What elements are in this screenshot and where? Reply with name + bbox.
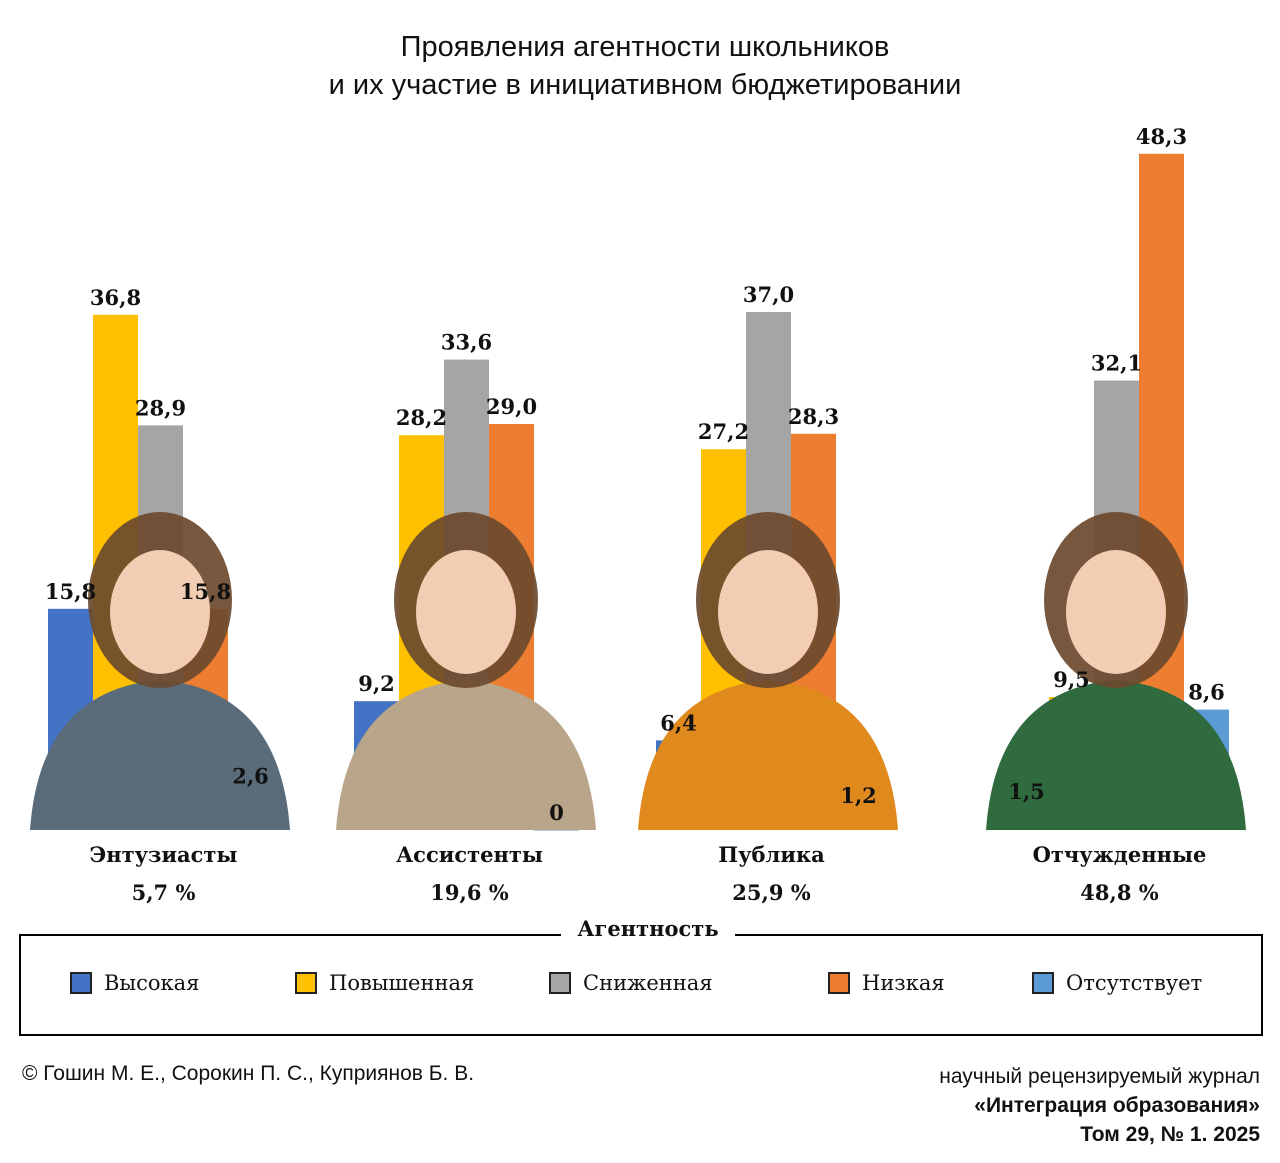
category-share-1: 5,7 %	[132, 880, 196, 905]
chart-title: Проявления агентности школьников и их уч…	[0, 28, 1280, 104]
chart-title-line2: и их участие в инициативном бюджетирован…	[328, 69, 962, 101]
category-label-1: Энтузиасты	[90, 842, 238, 867]
footer-authors: © Гошин М. Е., Сорокин П. С., Куприянов …	[22, 1062, 475, 1085]
legend-swatch-reduced	[549, 972, 571, 994]
category-label-2: Ассистенты	[396, 842, 543, 867]
legend-swatch-low	[828, 972, 850, 994]
legend-title: Агентность	[561, 915, 735, 943]
legend-item-low: Низкая	[828, 968, 945, 998]
value-label-reduced-3: 37,0	[743, 282, 794, 307]
legend-swatch-high	[70, 972, 92, 994]
legend-label-elevated: Повышенная	[329, 971, 475, 995]
value-label-elevated-1: 36,8	[90, 285, 141, 310]
footer-journal: научный рецензируемый журнал «Интеграция…	[939, 1062, 1260, 1149]
value-label-high-2: 9,2	[358, 671, 395, 696]
footer-journal-name: «Интеграция образования»	[974, 1094, 1260, 1117]
legend-item-absent: Отсутствует	[1032, 968, 1202, 998]
value-label-low-2: 29,0	[486, 394, 537, 419]
girl-waving-icon	[638, 512, 898, 830]
value-label-elevated-2: 28,2	[396, 405, 447, 430]
value-label-absent-2: 0	[549, 800, 564, 825]
footer-journal-issue: Том 29, № 1. 2025	[1080, 1123, 1260, 1146]
value-label-reduced-2: 33,6	[441, 330, 492, 355]
value-label-low-1: 15,8	[180, 579, 231, 604]
value-label-reduced-1: 28,9	[135, 395, 186, 420]
value-label-absent-3: 1,2	[840, 783, 877, 808]
boy-reading-paper-icon	[336, 512, 596, 830]
legend-swatch-absent	[1032, 972, 1054, 994]
legend-item-high: Высокая	[70, 968, 199, 998]
bar-chart: 15,8 36,8 28,9 15,8 2,6 Энтузиасты 5,7 % 9,2 28,…	[30, 124, 1246, 905]
footer-journal-line1: научный рецензируемый журнал	[939, 1065, 1260, 1088]
category-share-4: 48,8 %	[1080, 880, 1158, 905]
legend-item-reduced: Сниженная	[549, 968, 713, 998]
value-label-high-3: 6,4	[660, 710, 697, 735]
chart-title-line1: Проявления агентности школьников	[400, 31, 890, 63]
value-label-reduced-4: 32,1	[1091, 351, 1142, 376]
value-label-high-1: 15,8	[45, 579, 96, 604]
girl-with-book-icon	[30, 512, 290, 830]
category-share-2: 19,6 %	[430, 880, 508, 905]
legend-item-elevated: Повышенная	[295, 968, 474, 998]
value-label-absent-1: 2,6	[232, 764, 269, 789]
legend-label-low: Низкая	[862, 971, 945, 995]
bar-absent-2	[534, 830, 579, 831]
value-label-elevated-4: 9,5	[1053, 667, 1090, 692]
value-label-high-4: 1,5	[1008, 779, 1045, 804]
category-share-3: 25,9 %	[732, 880, 810, 905]
value-label-absent-4: 8,6	[1188, 680, 1225, 705]
value-label-low-3: 28,3	[788, 404, 839, 429]
value-label-low-4: 48,3	[1136, 124, 1187, 149]
category-label-3: Публика	[718, 842, 825, 867]
legend-label-reduced: Сниженная	[583, 971, 713, 995]
category-label-4: Отчужденные	[1033, 842, 1207, 867]
value-label-elevated-3: 27,2	[698, 419, 749, 444]
legend-swatch-elevated	[295, 972, 317, 994]
legend-label-absent: Отсутствует	[1066, 971, 1203, 995]
girl-with-braid-icon	[986, 512, 1246, 830]
legend-label-high: Высокая	[104, 971, 200, 995]
